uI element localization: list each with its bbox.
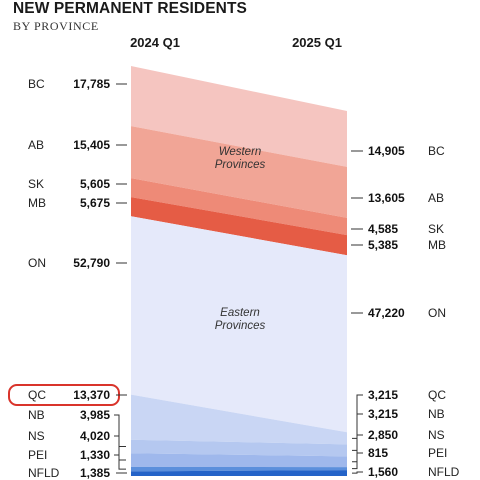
left-value-on: 52,790 (73, 256, 110, 270)
area-nb (131, 439, 347, 457)
left-name-nb: NB (28, 408, 45, 422)
left-value-nb: 3,985 (80, 408, 110, 422)
left-value-bc: 17,785 (73, 77, 110, 91)
left-name-ab: AB (28, 138, 44, 152)
chart-subtitle: BY PROVINCE (13, 19, 99, 33)
group-label-1-line-1: Provinces (215, 320, 266, 332)
group-label-0-line-0: Western (219, 146, 262, 158)
group-label-1-line-0: Eastern (220, 307, 260, 319)
left-value-mb: 5,675 (80, 196, 110, 210)
area-pei (131, 466, 347, 472)
right-connector-pei (352, 452, 363, 470)
left-value-ns: 4,020 (80, 429, 110, 443)
right-value-ab: 13,605 (368, 191, 405, 205)
right-value-qc: 3,215 (368, 388, 398, 402)
area-on (131, 216, 347, 433)
areas-group (131, 66, 347, 476)
right-value-mb: 5,385 (368, 238, 398, 252)
column-header-2024-q1: 2024 Q1 (130, 35, 180, 50)
right-value-bc: 14,905 (368, 144, 405, 158)
left-name-pei: PEI (28, 448, 47, 462)
right-value-on: 47,220 (368, 306, 405, 320)
left-name-ns: NS (28, 429, 45, 443)
right-value-ns: 2,850 (368, 428, 398, 442)
area-qc (131, 394, 347, 445)
axis-labels-group: 2024 Q1 2025 Q1 (130, 35, 342, 50)
right-value-sk: 4,585 (368, 222, 398, 236)
left-value-qc: 13,370 (73, 388, 110, 402)
right-connector-ns (352, 434, 363, 463)
right-connector-nfld (352, 471, 363, 474)
right-connector-nb (352, 413, 363, 451)
left-value-ab: 15,405 (73, 138, 110, 152)
chart-title: NEW PERMANENT RESIDENTS (13, 0, 247, 17)
left-name-nfld: NFLD (28, 466, 60, 480)
area-mb (131, 197, 347, 256)
left-name-on: ON (28, 256, 46, 270)
right-name-on: ON (428, 306, 446, 320)
right-value-nfld: 1,560 (368, 465, 398, 479)
right-name-nfld: NFLD (428, 465, 460, 479)
left-name-bc: BC (28, 77, 45, 91)
right-name-bc: BC (428, 144, 445, 158)
right-name-ab: AB (428, 191, 444, 205)
right-value-nb: 3,215 (368, 407, 398, 421)
left-name-qc: QC (28, 388, 46, 402)
right-name-sk: SK (428, 222, 444, 236)
right-name-nb: NB (428, 407, 445, 421)
left-connector-nb (114, 414, 126, 448)
column-header-2025-q1: 2025 Q1 (292, 35, 342, 50)
right-labels-group: 14,905 BC 13,605 AB 4,585 SK 5,385 MB 47,220 ON 3,… (351, 144, 460, 479)
left-value-pei: 1,330 (80, 448, 110, 462)
right-name-qc: QC (428, 388, 446, 402)
area-bc (131, 66, 347, 167)
area-ns (131, 453, 347, 468)
area-sk (131, 178, 347, 236)
left-connector-ns (114, 435, 126, 461)
right-name-pei: PEI (428, 446, 447, 460)
right-name-mb: MB (428, 238, 446, 252)
left-connector-pei (114, 454, 126, 470)
area-nfld (131, 470, 347, 476)
left-value-sk: 5,605 (80, 177, 110, 191)
right-name-ns: NS (428, 428, 445, 442)
left-name-sk: SK (28, 177, 44, 191)
area-ab (131, 126, 347, 218)
left-labels-group: BC 17,785 AB 15,405 SK 5,605 MB 5,675 ON 52,790 QC… (8, 77, 127, 480)
left-value-nfld: 1,385 (80, 466, 110, 480)
right-value-pei: 815 (368, 446, 388, 460)
left-name-mb: MB (28, 196, 46, 210)
group-label-0-line-1: Provinces (215, 159, 266, 171)
